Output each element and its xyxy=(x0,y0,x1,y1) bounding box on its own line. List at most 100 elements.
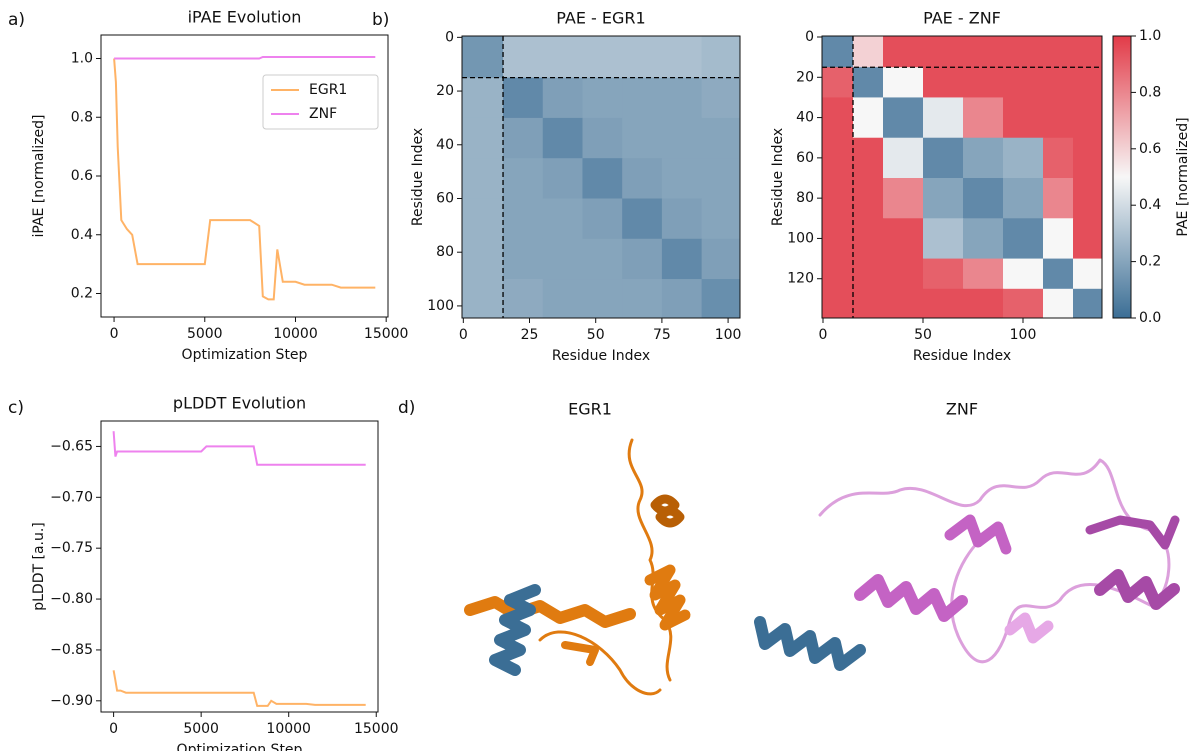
heatmap-cell xyxy=(1003,259,1044,290)
heatmap-cell xyxy=(582,78,622,119)
heatmap-cell xyxy=(883,97,924,138)
y-axis-label: Residue Index xyxy=(770,128,786,226)
y-tick-label: 0 xyxy=(445,29,454,45)
heatmap-cell xyxy=(462,279,504,318)
heatmap-cell xyxy=(883,67,924,98)
y-tick-label: 0.4 xyxy=(71,227,93,243)
heatmap-cell xyxy=(963,218,1004,259)
heatmap-cell xyxy=(1073,138,1103,179)
heatmap-cell xyxy=(963,259,1004,290)
series-line xyxy=(114,670,366,706)
heatmap-cell xyxy=(1003,178,1044,219)
heatmap-cell xyxy=(622,198,662,239)
x-tick-label: 0 xyxy=(109,721,118,737)
colorbar-tick-label: 0.6 xyxy=(1139,141,1161,157)
heatmap-cell xyxy=(503,198,543,239)
heatmap-cell xyxy=(582,198,622,239)
heatmap-cell xyxy=(582,239,622,280)
x-tick-label: 100 xyxy=(715,327,742,343)
heatmap-cell xyxy=(662,279,702,318)
legend-label: EGR1 xyxy=(309,82,347,98)
x-tick-label: 25 xyxy=(521,327,539,343)
heatmap-cell xyxy=(582,279,622,318)
heatmap-cell xyxy=(582,118,622,159)
heatmap-cell xyxy=(702,239,741,280)
x-tick-label: 10000 xyxy=(273,326,318,342)
heatmap-cell xyxy=(582,36,622,78)
chart-title: PAE - ZNF xyxy=(923,9,1001,28)
heatmap-cell xyxy=(622,78,662,119)
heatmap-cell xyxy=(1073,289,1103,319)
heatmap-cell xyxy=(503,118,543,159)
heatmap-cell xyxy=(503,36,543,78)
heatmap-cell xyxy=(662,158,702,199)
series-line xyxy=(114,57,375,59)
y-axis-label: Residue Index xyxy=(410,128,426,226)
heatmap-cell xyxy=(853,97,884,138)
heatmap-cell xyxy=(853,138,884,179)
chart-title: iPAE Evolution xyxy=(188,8,302,27)
heatmap-cell xyxy=(543,78,583,119)
y-tick-label: −0.75 xyxy=(50,540,93,556)
y-tick-label: −0.70 xyxy=(50,489,93,505)
heatmap-cell xyxy=(923,259,964,290)
heatmap-cell xyxy=(622,158,662,199)
heatmap-cell xyxy=(462,36,504,78)
colorbar-tick-label: 0.0 xyxy=(1139,310,1161,326)
y-tick-label: 80 xyxy=(796,190,814,206)
heatmap-cell xyxy=(1043,289,1074,319)
heatmap-cell xyxy=(963,178,1004,219)
x-axis-label: Optimization Step xyxy=(182,347,308,363)
heatmap-cell xyxy=(1043,138,1074,179)
heatmap-cell xyxy=(462,118,504,159)
y-tick-label: 1.0 xyxy=(71,51,93,67)
heatmap-cell xyxy=(662,78,702,119)
panel-label: a) xyxy=(8,10,25,30)
heatmap-cell xyxy=(822,178,854,219)
colorbar xyxy=(1113,36,1131,318)
heatmap-cell xyxy=(1073,67,1103,98)
y-tick-label: −0.65 xyxy=(50,438,93,454)
x-axis-label: Optimization Step xyxy=(177,742,303,751)
y-tick-label: 40 xyxy=(796,110,814,126)
heatmap-cell xyxy=(923,218,964,259)
y-tick-label: 120 xyxy=(787,271,814,287)
heatmap-cell xyxy=(1043,67,1074,98)
heatmap-cell xyxy=(883,289,924,319)
x-tick-label: 10000 xyxy=(266,721,311,737)
structure-title: ZNF xyxy=(946,400,978,419)
heatmap-cell xyxy=(582,158,622,199)
y-tick-label: 20 xyxy=(436,83,454,99)
heatmap-cell xyxy=(963,97,1004,138)
heatmap-cell xyxy=(883,138,924,179)
znf-structure xyxy=(760,460,1175,665)
structure-title: EGR1 xyxy=(568,400,612,419)
y-tick-label: −0.85 xyxy=(50,642,93,658)
heatmap-cell xyxy=(853,178,884,219)
heatmap-cell xyxy=(1073,218,1103,259)
x-tick-label: 75 xyxy=(653,327,671,343)
heatmap-cell xyxy=(1073,259,1103,290)
heatmap-cell xyxy=(822,67,854,98)
x-tick-label: 15000 xyxy=(364,326,409,342)
x-tick-label: 0 xyxy=(819,327,828,343)
heatmap-cell xyxy=(622,36,662,78)
heatmap-cell xyxy=(883,36,924,68)
x-axis-label: Residue Index xyxy=(913,348,1011,364)
heatmap-cell xyxy=(543,118,583,159)
heatmap-cell xyxy=(702,78,741,119)
chart-title: pLDDT Evolution xyxy=(173,394,306,413)
x-axis-label: Residue Index xyxy=(552,348,650,364)
y-tick-label: −0.90 xyxy=(50,693,93,709)
heatmap-cell xyxy=(503,279,543,318)
y-tick-label: 20 xyxy=(796,69,814,85)
heatmap-cell xyxy=(923,289,964,319)
colorbar-tick-label: 0.4 xyxy=(1139,197,1161,213)
heatmap-cell xyxy=(662,36,702,78)
heatmap-cell xyxy=(822,36,854,68)
heatmap-cell xyxy=(822,259,854,290)
x-tick-label: 0 xyxy=(459,327,468,343)
heatmap-cell xyxy=(662,239,702,280)
chart-title: PAE - EGR1 xyxy=(556,9,645,28)
heatmap-cell xyxy=(702,279,741,318)
